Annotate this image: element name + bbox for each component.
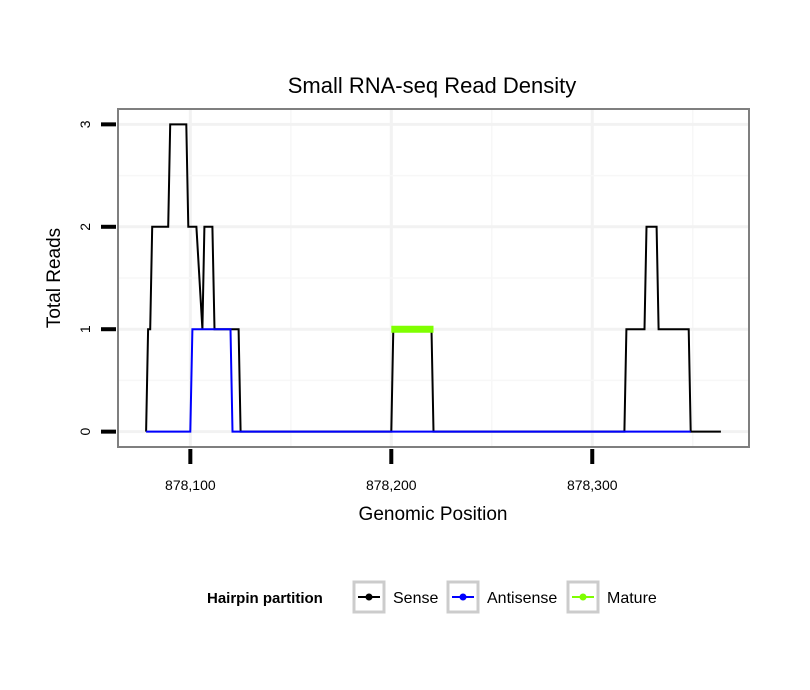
x-tick-label: 878,300 <box>567 477 618 493</box>
legend-label: Mature <box>607 590 657 607</box>
x-axis: 878,100 878,200 878,300 <box>165 449 618 493</box>
y-tick-label: 3 <box>77 120 93 128</box>
series-group <box>145 123 721 433</box>
series-line-antisense <box>146 328 691 433</box>
legend-label: Antisense <box>487 590 557 607</box>
x-axis-title: Genomic Position <box>359 504 508 525</box>
x-tick-label: 878,100 <box>165 477 216 493</box>
legend-key-point <box>459 593 467 601</box>
legend-item-mature: Mature <box>566 580 657 614</box>
chart-title: Small RNA-seq Read Density <box>288 73 577 98</box>
legend-item-antisense: Antisense <box>446 580 557 614</box>
plot-panel-border <box>117 108 750 448</box>
y-tick-label: 1 <box>77 325 93 333</box>
legend-title: Hairpin partition <box>207 590 323 607</box>
y-tick-label: 2 <box>77 223 93 231</box>
legend-key-point <box>579 593 587 601</box>
legend-item-sense: Sense <box>352 580 438 614</box>
y-axis-title: Total Reads <box>44 228 65 328</box>
y-tick-label: 0 <box>77 427 93 435</box>
legend-key-point <box>365 593 373 601</box>
series-line-sense <box>145 123 721 433</box>
legend: Hairpin partition Sense Antisense Mature <box>207 580 657 614</box>
legend-label: Sense <box>393 590 438 607</box>
x-tick-label: 878,200 <box>366 477 417 493</box>
y-axis: 0 1 2 3 <box>77 120 116 435</box>
